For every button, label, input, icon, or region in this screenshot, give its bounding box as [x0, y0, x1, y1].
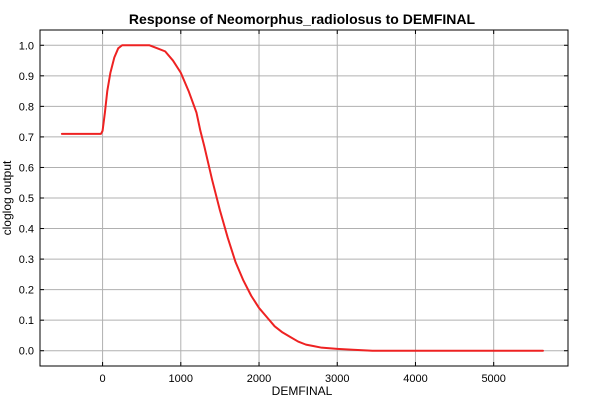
y-tick-label: 0.2: [19, 285, 34, 297]
response-curve: [60, 44, 544, 352]
tick-marks: [40, 30, 568, 366]
x-tick-label: 3000: [325, 373, 349, 385]
y-tick-label: 0.4: [19, 224, 34, 236]
x-tick-label: 2000: [247, 373, 271, 385]
y-tick-label: 0.6: [19, 162, 34, 174]
y-tick-label: 0.0: [19, 346, 34, 358]
x-axis-label: DEMFINAL: [272, 384, 333, 398]
chart-title: Response of Neomorphus_radiolosus to DEM…: [129, 11, 476, 27]
y-tick-labels: 0.0 0.1 0.2 0.3 0.4 0.5 0.6 0.7 0.8 0.9 1.0: [19, 40, 34, 357]
x-tick-label: 0: [100, 373, 106, 385]
y-tick-label: 0.8: [19, 101, 34, 113]
x-tick-label: 1000: [169, 373, 193, 385]
y-tick-label: 0.5: [19, 193, 34, 205]
x-tick-label: 4000: [403, 373, 427, 385]
y-tick-label: 0.1: [19, 315, 34, 327]
x-tick-label: 5000: [481, 373, 505, 385]
y-tick-label: 1.0: [19, 40, 34, 52]
y-tick-label: 0.7: [19, 132, 34, 144]
y-axis-label: cloglog output: [0, 160, 14, 235]
series-layer: [60, 44, 544, 352]
x-tick-labels: 0 1000 2000 3000 4000 5000: [100, 373, 506, 385]
y-tick-label: 0.9: [19, 71, 34, 83]
y-tick-label: 0.3: [19, 254, 34, 266]
